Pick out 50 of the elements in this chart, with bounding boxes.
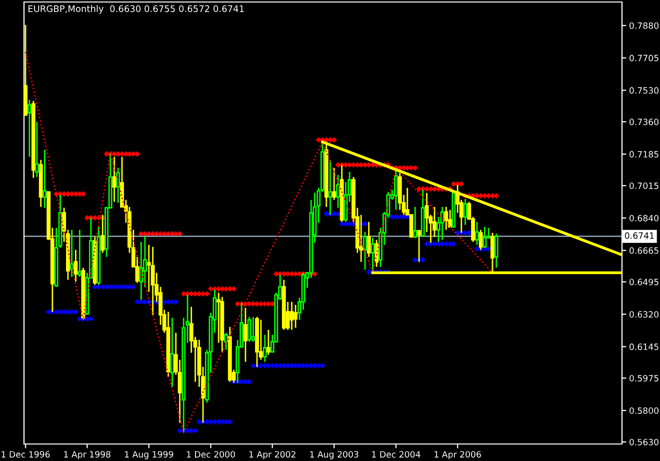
candlestick [244,307,248,363]
x-tick-label: 1 Dec 2004 [372,451,420,458]
candlestick [494,233,498,268]
line-series [24,51,494,434]
x-tick-label: 1 Apr 2006 [434,451,481,460]
y-tick-label: 0.7185 [630,151,658,158]
candlestick [116,167,120,204]
candlestick [251,316,256,343]
candlestick [262,334,267,363]
candlestick [332,167,336,201]
candlestick [294,304,298,328]
y-tick-label: 0.7705 [630,54,658,62]
chart-title: EURGBP,Monthly 0.6630 0.6755 0.6572 0.6741 [28,5,244,14]
candlestick [266,329,270,356]
candlestick [34,121,39,178]
y-tick-label: 0.5800 [630,407,659,414]
y-tick-label: 0.6840 [630,214,659,222]
y-tick-label: 0.7530 [630,87,659,94]
y-tick-label: 0.6495 [630,278,658,286]
candlestick [74,249,78,282]
candlestick [170,317,174,388]
x-tick-label: 1 Dec 1996 [2,451,50,458]
x-tick-label: 1 Aug 2003 [310,451,358,460]
candlestick [336,174,340,209]
y-tick-label: 0.6320 [630,311,659,318]
y-tick-label: 0.6665 [630,247,658,254]
candlestick [290,301,294,330]
x-tick-label: 1 Aug 1999 [124,451,174,460]
y-tick-label: 0.7360 [630,118,659,126]
y-tick-label: 0.7880 [630,22,659,29]
candlestick [370,237,375,273]
candlestick [363,231,367,271]
y-tick-label: 0.6145 [630,344,658,350]
candlestick [27,99,32,158]
candlestick [247,316,252,343]
y-tick-label: 0.5630 [630,438,659,446]
candlestick [366,221,371,258]
ref-line-label: 0.6741 [624,232,654,239]
y-tick-label: 0.7015 [630,182,658,190]
candlestick [42,149,47,209]
x-tick-label: 1 Apr 1998 [64,451,110,460]
candlestick [224,332,228,350]
y-tick-label: 0.5975 [630,374,658,382]
x-tick-label: 1 Apr 2002 [249,451,296,460]
candlestick [475,221,479,246]
candlestick [78,229,82,278]
x-tick-label: 1 Dec 2000 [186,451,235,458]
candlestick [413,206,418,238]
candlestick [444,206,448,231]
candlestick [70,229,74,278]
